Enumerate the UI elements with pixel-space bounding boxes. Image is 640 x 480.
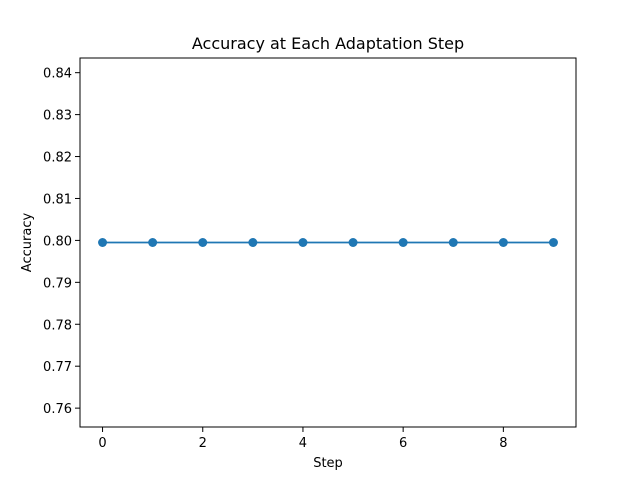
plot-frame [79,57,577,428]
data-point [498,238,508,247]
plot-area [98,238,558,247]
y-tick-label: 0.83 [43,109,72,124]
x-tick-label: 0 [98,436,106,451]
x-axis-ticks: 0 2 4 6 8 [98,427,507,451]
data-point [148,238,158,247]
y-tick-label: 0.77 [43,360,72,375]
x-axis-label: Step [313,456,343,471]
data-point [448,238,458,247]
data-point [348,238,358,247]
data-point [398,238,408,247]
x-tick-label: 6 [399,436,407,451]
y-tick-label: 0.78 [43,318,72,333]
data-point [548,238,558,247]
y-tick-label: 0.76 [43,402,72,417]
x-tick-label: 4 [299,436,307,451]
data-point [298,238,308,247]
y-tick-label: 0.81 [43,192,72,207]
y-axis-ticks: 0.76 0.77 0.78 0.79 0.80 0.81 0.82 0.83 0.84 [43,67,80,417]
x-tick-label: 8 [499,436,507,451]
data-point [98,238,108,247]
chart-title: Accuracy at Each Adaptation Step [192,34,464,53]
y-tick-label: 0.80 [43,234,72,249]
y-tick-label: 0.82 [43,151,72,166]
y-tick-label: 0.84 [43,67,72,82]
y-axis-label: Accuracy [20,213,35,273]
data-point [198,238,208,247]
x-tick-label: 2 [199,436,207,451]
y-tick-label: 0.79 [43,276,72,291]
data-point [248,238,258,247]
